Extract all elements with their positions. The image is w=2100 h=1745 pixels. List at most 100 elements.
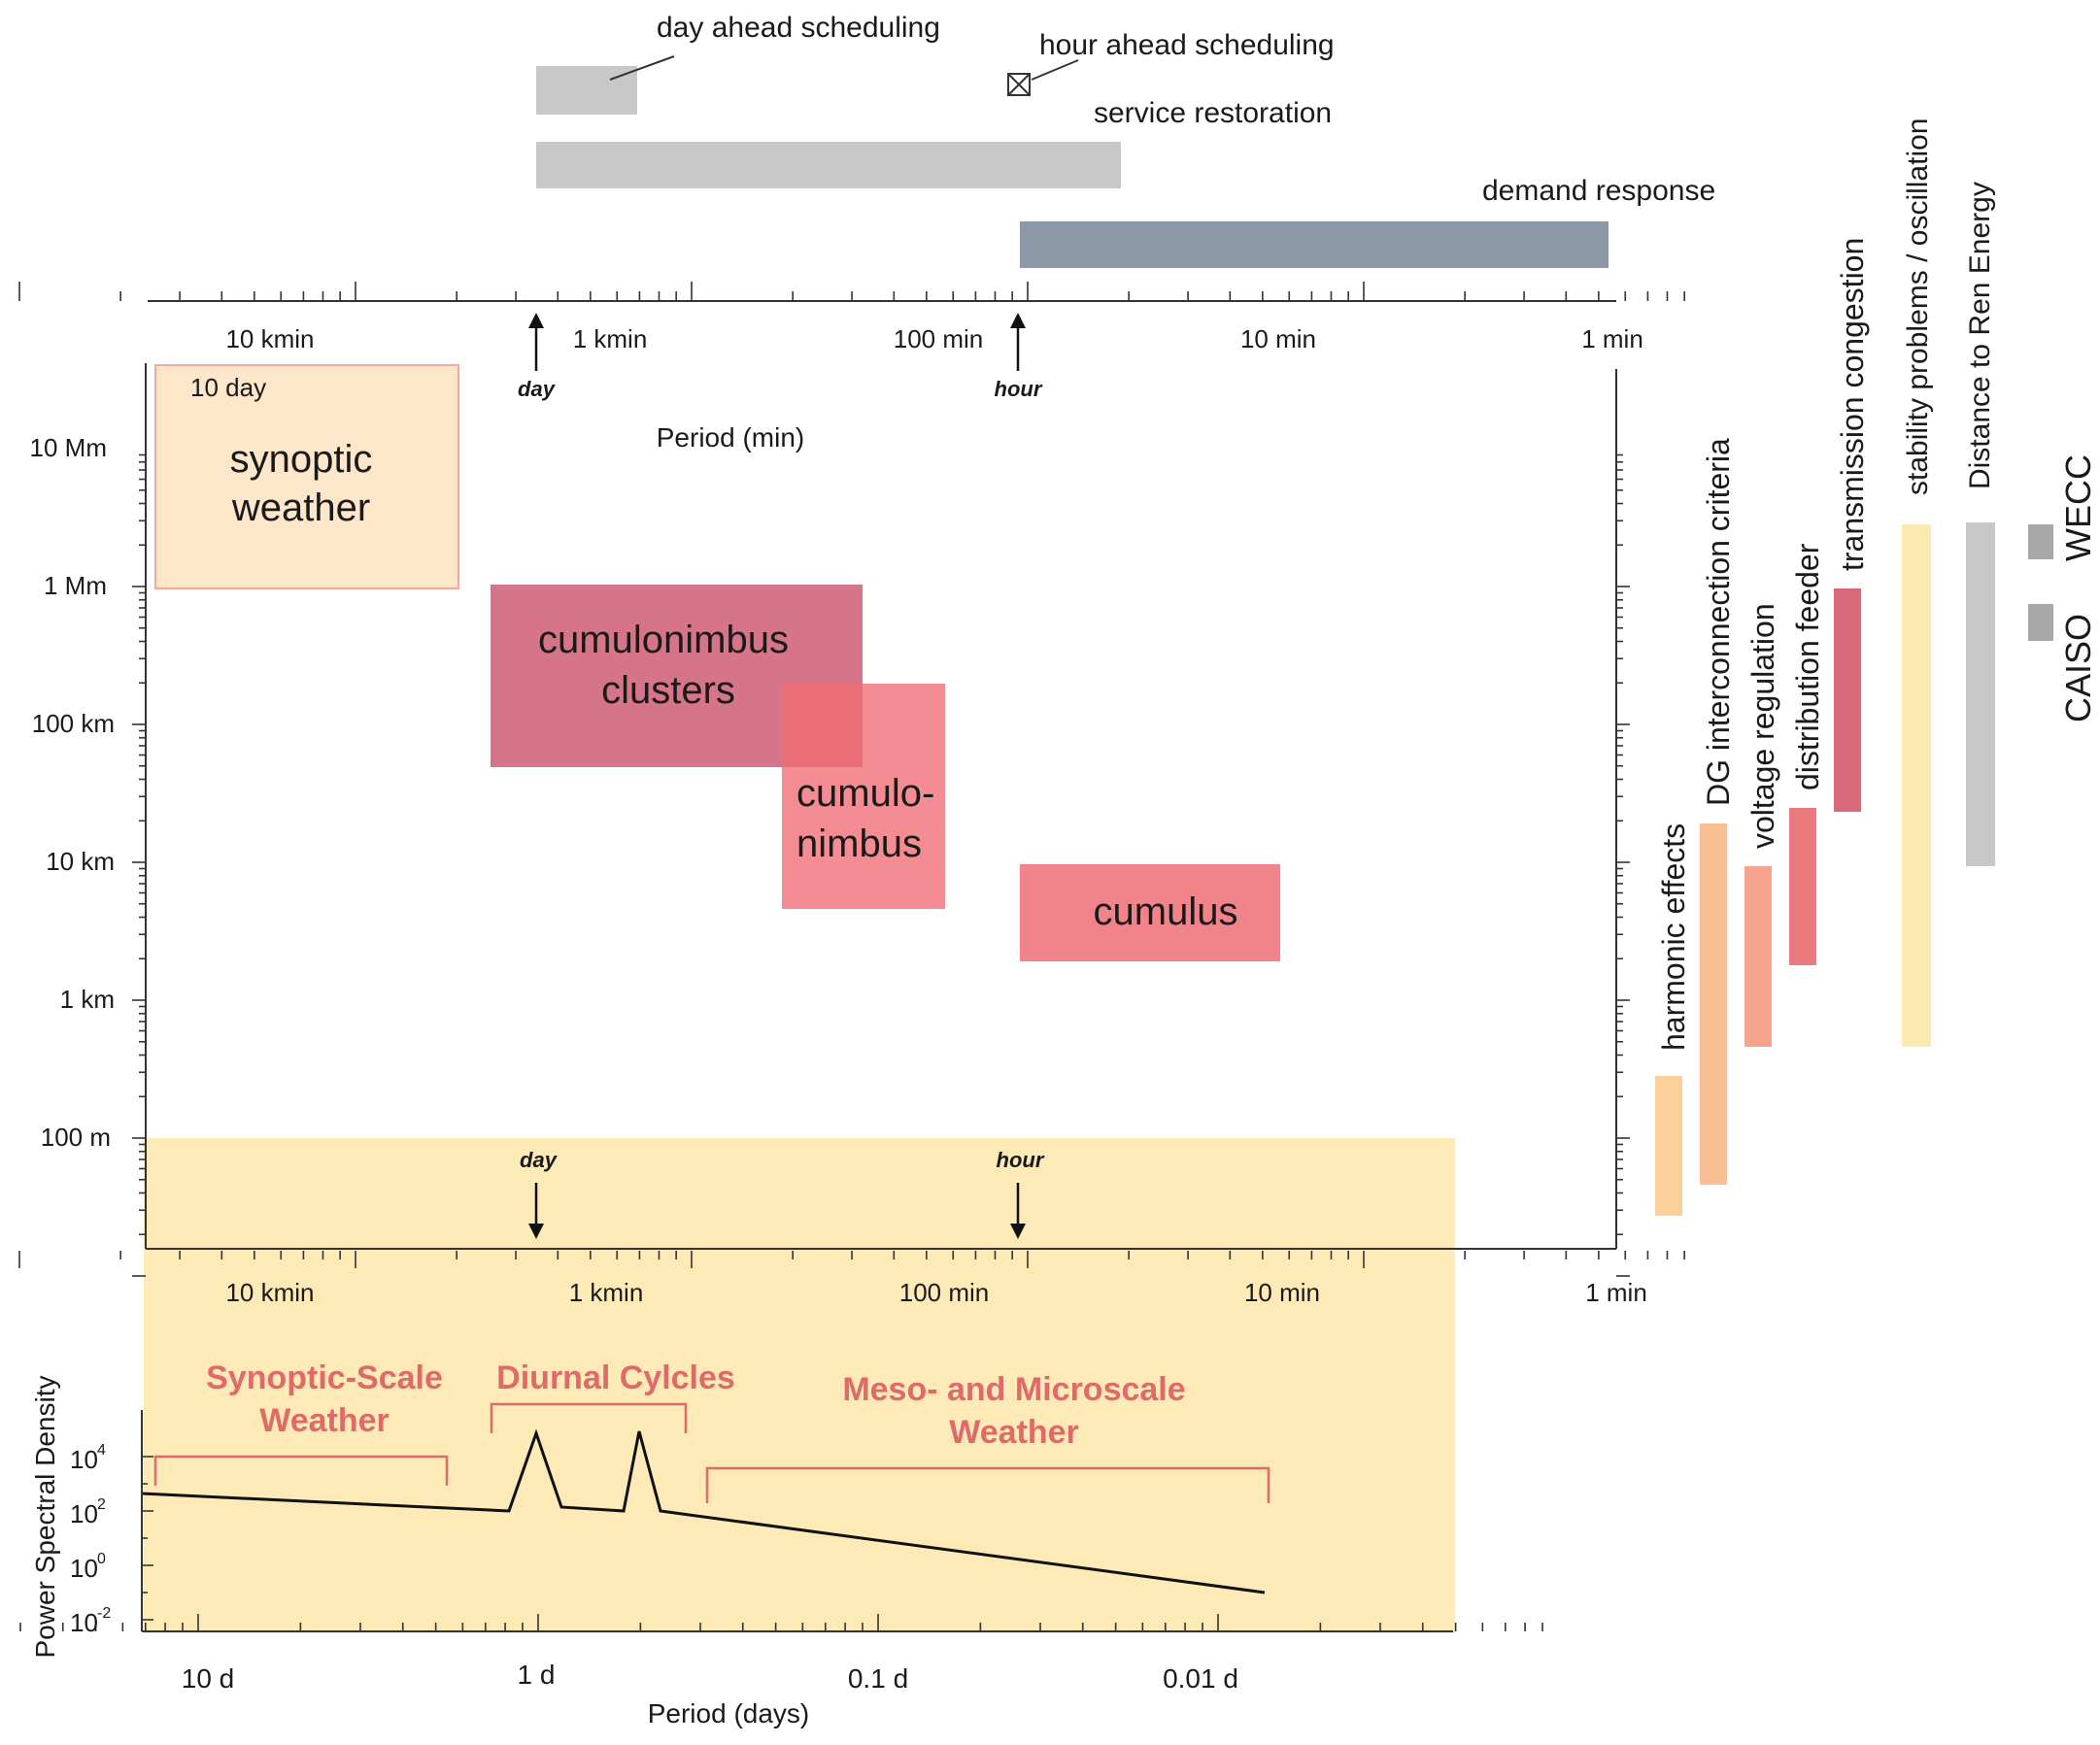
spectrum-y-tick-labels: 10 4 10 2 10 0 10 -2	[70, 1442, 111, 1637]
grid-issue-labels: harmonic effects DG interconnection crit…	[1656, 118, 1996, 1052]
top-tick-label: 1 kmin	[573, 324, 648, 353]
bottom-hour-arrow-icon	[1010, 1224, 1026, 1239]
psd-tick-exp: 2	[97, 1496, 106, 1513]
left-tick-label: 1 km	[60, 985, 115, 1014]
mid-tick-label: 100 min	[899, 1278, 990, 1307]
mid-tick-label: 1 kmin	[569, 1278, 644, 1307]
demand-response-label: demand response	[1482, 175, 1715, 207]
service-restoration-label: service restoration	[1094, 97, 1332, 129]
spectrum-curve	[141, 1428, 1266, 1594]
day-ahead-label: day ahead scheduling	[657, 12, 940, 44]
mid-tick-label: 10 kmin	[225, 1278, 314, 1307]
issue-bar	[1966, 522, 1995, 866]
hour-arrow-icon	[1010, 313, 1026, 328]
diurnal-bracket	[490, 1402, 688, 1433]
day-arrow-icon	[528, 313, 544, 328]
spectrum-background	[144, 1138, 1455, 1633]
spectrum-x-tick-labels: 10 d 1 d 0.1 d 0.01 d	[182, 1660, 1238, 1694]
psd-tick-label: 10	[70, 1499, 98, 1528]
psd-axis-label: Power Spectral Density	[30, 1375, 60, 1658]
synoptic-label-line2: weather	[231, 487, 370, 529]
bottom-day-arrow-icon	[528, 1224, 544, 1239]
left-tick-label: 10 Mm	[30, 433, 107, 462]
spectrum-x-ticks	[19, 1614, 1543, 1631]
psd-tick-exp: 0	[97, 1551, 106, 1567]
hour-ahead-label: hour ahead scheduling	[1039, 29, 1335, 61]
ten-day-label: 10 day	[190, 373, 266, 402]
top-axis-tick-labels: 10 kmin 1 kmin 100 min 10 min 1 min	[225, 324, 1643, 353]
grid-issue-bars	[1655, 522, 1995, 1216]
cumulus-box	[1020, 864, 1280, 961]
cb-clusters-label-line2: clusters	[601, 669, 735, 712]
issue-bar	[1834, 588, 1861, 812]
top-tick-label: 10 kmin	[225, 324, 314, 353]
issue-bar	[1700, 823, 1727, 1185]
left-axis-tick-labels: 10 Mm 1 Mm 100 km 10 km 1 km 100 m	[30, 433, 115, 1152]
days-tick-label: 0.1 d	[848, 1663, 908, 1694]
left-tick-label: 10 km	[46, 847, 115, 876]
cumulus-label: cumulus	[1094, 890, 1238, 933]
psd-tick-label: 10	[70, 1608, 98, 1637]
bottom-day-marker: day	[520, 1148, 559, 1172]
issue-label-feeder: distribution feeder	[1790, 543, 1825, 790]
psd-tick-exp: -2	[97, 1605, 111, 1622]
day-marker-label: day	[518, 377, 557, 401]
days-tick-label: 1 d	[518, 1660, 556, 1690]
synoptic-scale-title-2: Weather	[259, 1402, 390, 1439]
meso-title-1: Meso- and Microscale	[842, 1371, 1185, 1408]
day-ahead-bar	[536, 66, 637, 115]
synoptic-bracket	[153, 1455, 449, 1486]
issue-label-stability: stability problems / oscillation	[1902, 118, 1934, 496]
synoptic-weather-box	[154, 364, 459, 589]
period-days-label: Period (days)	[648, 1698, 810, 1728]
issue-label-harmonic: harmonic effects	[1656, 823, 1691, 1051]
top-tick-label: 1 min	[1581, 324, 1643, 353]
mid-axis-tick-labels: 10 kmin 1 kmin 100 min 10 min 1 min	[225, 1278, 1646, 1307]
top-tick-label: 10 min	[1240, 324, 1316, 353]
cumulonimbus-box	[782, 684, 945, 909]
spectrum-y-ticks	[142, 1456, 153, 1621]
issue-bar	[1902, 524, 1931, 1047]
wecc-label: WECC	[2058, 454, 2098, 561]
hour-ahead-cross-2	[1007, 73, 1031, 96]
top-tick-label: 100 min	[894, 324, 984, 353]
cb-clusters-label-line1: cumulonimbus	[538, 619, 789, 661]
left-tick-label: 1 Mm	[44, 571, 107, 600]
synoptic-label-line1: synoptic	[230, 438, 373, 481]
meso-title-2: Weather	[949, 1414, 1079, 1451]
hour-ahead-pointer	[1031, 59, 1079, 81]
issue-label-dg: DG interconnection criteria	[1701, 438, 1736, 806]
issue-label-voltage: voltage regulation	[1745, 603, 1780, 849]
mid-tick-label: 1 min	[1585, 1278, 1647, 1307]
diurnal-title: Diurnal Cylcles	[496, 1359, 735, 1396]
day-ahead-pointer	[609, 55, 675, 81]
issue-label-transmission: transmission congestion	[1835, 238, 1870, 571]
issue-bar	[1744, 866, 1772, 1047]
issue-label-distance: Distance to Ren Energy	[1964, 182, 1996, 489]
hour-ahead-marker	[1007, 73, 1031, 96]
cumulonimbus-label-line2: nimbus	[796, 822, 922, 865]
mid-tick-label: 10 min	[1244, 1278, 1320, 1307]
caiso-label: CAISO	[2058, 614, 2098, 722]
issue-bar	[1789, 808, 1816, 965]
days-tick-label: 10 d	[182, 1663, 235, 1694]
right-axis-ticks	[1616, 453, 1630, 1277]
hour-marker-label: hour	[995, 377, 1043, 401]
mid-axis-ticks	[18, 1251, 1685, 1268]
issue-bar	[1655, 1076, 1682, 1216]
cumulonimbus-label-line1: cumulo-	[796, 772, 934, 815]
left-axis-ticks	[132, 453, 146, 1277]
psd-tick-exp: 4	[97, 1442, 106, 1459]
left-tick-label: 100 m	[41, 1123, 111, 1152]
demand-response-bar	[1020, 221, 1609, 268]
period-min-label: Period (min)	[657, 422, 804, 453]
top-axis-ticks	[18, 282, 1685, 301]
psd-tick-label: 10	[70, 1445, 98, 1474]
service-restoration-bar	[536, 142, 1121, 188]
left-tick-label: 100 km	[32, 709, 115, 738]
synoptic-scale-title-1: Synoptic-Scale	[206, 1359, 443, 1396]
caiso-bar	[2028, 604, 2053, 641]
meso-bracket	[705, 1466, 1270, 1503]
days-tick-label: 0.01 d	[1163, 1663, 1238, 1694]
